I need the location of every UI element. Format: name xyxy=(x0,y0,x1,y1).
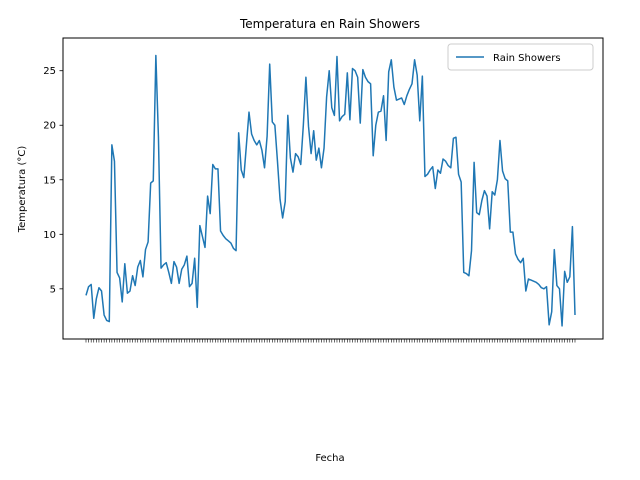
y-tick-label: 15 xyxy=(43,175,56,186)
y-axis: 5 10 15 20 25 xyxy=(43,66,63,295)
legend: Rain Showers xyxy=(447,43,594,71)
x-axis-label: Fecha xyxy=(315,453,344,464)
plot-background xyxy=(63,38,603,339)
plot-area: 5 10 15 20 25 xyxy=(43,37,604,343)
y-axis-label: Temperatura (°C) xyxy=(17,146,28,234)
y-tick-label: 25 xyxy=(43,66,56,77)
y-tick-label: 20 xyxy=(43,121,56,132)
series-lines xyxy=(85,54,576,327)
series-line-rain-showers xyxy=(85,54,576,327)
plot-frame xyxy=(62,37,604,340)
legend-box xyxy=(447,43,594,71)
y-tick-label: 10 xyxy=(43,230,56,241)
y-tick-label: 5 xyxy=(50,284,56,295)
x-axis-ticks xyxy=(85,339,576,343)
legend-label-rain-showers: Rain Showers xyxy=(493,53,561,64)
chart-title: Temperatura en Rain Showers xyxy=(239,17,420,31)
